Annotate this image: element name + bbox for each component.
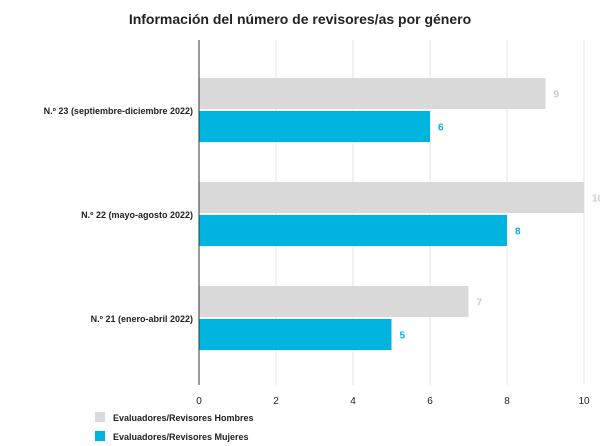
chart-title: Información del número de revisores/as p…	[129, 11, 471, 27]
data-label: 9	[554, 90, 560, 101]
data-label: 8	[515, 227, 521, 238]
data-label: 5	[400, 331, 406, 342]
legend-label: Evaluadores/Revisores Hombres	[113, 413, 254, 423]
data-label: 10	[592, 194, 600, 205]
category-label: N.º 21 (enero-abril 2022)	[91, 314, 193, 324]
bar	[199, 78, 546, 109]
legend: Evaluadores/Revisores Hombres Evaluadores…	[95, 412, 254, 442]
x-tick-label: 2	[273, 396, 279, 407]
bar	[199, 215, 507, 246]
legend-swatch	[95, 412, 105, 422]
x-tick-label: 8	[504, 396, 510, 407]
data-label: 7	[477, 298, 483, 309]
label-layer: 0 2 4 6 8 10 9 6 N.º 23 (septiembre-diciembre 20…	[44, 90, 600, 408]
legend-label: Evaluadores/Revisores Mujeres	[113, 432, 249, 442]
category-label: N.º 23 (septiembre-diciembre 2022)	[44, 106, 193, 116]
data-label: 6	[438, 123, 444, 134]
bar-layer	[199, 78, 584, 350]
bar	[199, 319, 392, 350]
bar	[199, 182, 584, 213]
x-tick-label: 6	[427, 396, 433, 407]
category-label: N.º 22 (mayo-agosto 2022)	[81, 210, 193, 220]
x-tick-label: 0	[196, 396, 202, 407]
x-tick-label: 10	[578, 396, 590, 407]
legend-swatch	[95, 431, 105, 441]
x-tick-label: 4	[350, 396, 356, 407]
bar	[199, 111, 430, 142]
bar	[199, 286, 469, 317]
